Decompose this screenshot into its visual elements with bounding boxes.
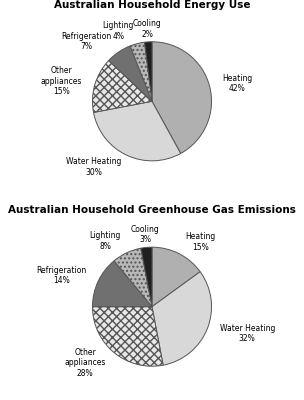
Wedge shape xyxy=(152,247,200,307)
Text: Cooling
3%: Cooling 3% xyxy=(131,225,160,244)
Text: Lighting
8%: Lighting 8% xyxy=(90,231,121,251)
Text: Water Heating
32%: Water Heating 32% xyxy=(219,324,275,343)
Wedge shape xyxy=(109,46,152,101)
Wedge shape xyxy=(130,42,152,101)
Wedge shape xyxy=(92,261,152,307)
Wedge shape xyxy=(141,247,152,307)
Wedge shape xyxy=(94,101,181,161)
Text: Refrigeration
14%: Refrigeration 14% xyxy=(36,266,86,286)
Wedge shape xyxy=(92,60,152,112)
Text: Refrigeration
7%: Refrigeration 7% xyxy=(61,32,111,51)
Title: Australian Household Greenhouse Gas Emissions: Australian Household Greenhouse Gas Emis… xyxy=(8,205,296,215)
Text: Other
appliances
28%: Other appliances 28% xyxy=(64,348,106,378)
Text: Other
appliances
15%: Other appliances 15% xyxy=(41,66,82,96)
Wedge shape xyxy=(144,42,152,101)
Wedge shape xyxy=(152,42,212,154)
Wedge shape xyxy=(114,248,152,307)
Text: Cooling
2%: Cooling 2% xyxy=(133,19,162,38)
Wedge shape xyxy=(92,307,163,366)
Text: Heating
15%: Heating 15% xyxy=(185,232,215,252)
Text: Lighting
4%: Lighting 4% xyxy=(102,21,134,41)
Title: Australian Household Energy Use: Australian Household Energy Use xyxy=(54,0,250,10)
Wedge shape xyxy=(152,272,212,365)
Text: Heating
42%: Heating 42% xyxy=(222,74,253,93)
Text: Water Heating
30%: Water Heating 30% xyxy=(66,157,121,177)
